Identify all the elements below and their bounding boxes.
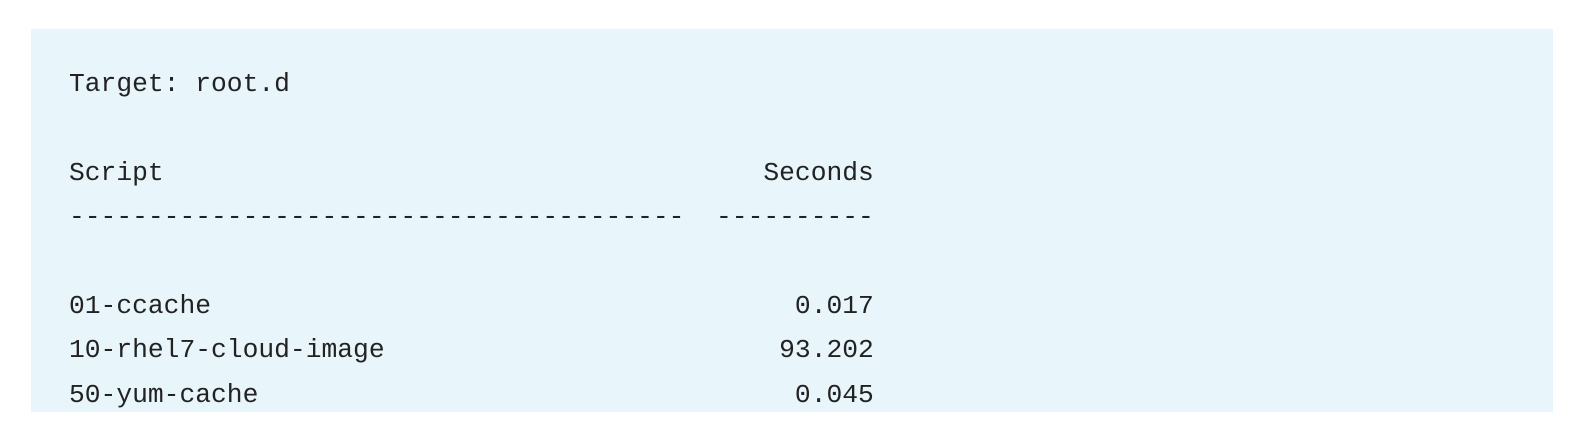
table-row: 50-yum-cache 0.045 [69, 373, 1553, 417]
row-script: 10-rhel7-cloud-image [69, 335, 717, 366]
row-script: 01-ccache [69, 290, 717, 321]
table-row: 10-rhel7-cloud-image 93.202 [69, 328, 1553, 372]
target-line: Target: root.d [69, 69, 290, 99]
table-row: 01-ccache 0.017 [69, 284, 1553, 328]
table-header: Script Seconds [69, 151, 1553, 195]
row-seconds: 0.045 [716, 379, 874, 410]
blank-line [69, 106, 1553, 150]
blank-line [69, 240, 1553, 284]
separator-script: --------------------------------------- [69, 202, 685, 233]
header-seconds: Seconds [716, 157, 874, 188]
separator-seconds: ---------- [716, 202, 874, 233]
row-seconds: 93.202 [716, 335, 874, 366]
code-block: Target: root.d Script Seconds ------------… [31, 29, 1553, 412]
row-seconds: 0.017 [716, 290, 874, 321]
table-separator: --------------------------------------- … [69, 195, 1553, 239]
header-script: Script [69, 157, 717, 188]
row-script: 50-yum-cache [69, 379, 717, 410]
code-text: Target: root.d Script Seconds ------------… [69, 62, 1553, 417]
